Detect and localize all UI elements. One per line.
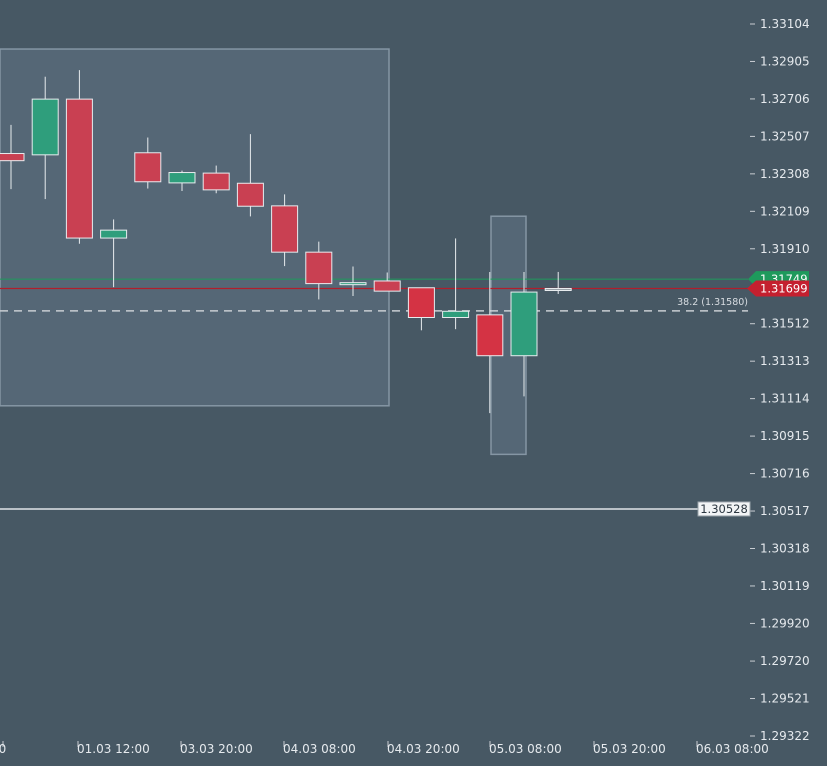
candle[interactable]: [168, 170, 196, 191]
y-tick-label: 1.32706: [760, 92, 810, 106]
y-tick-label: 1.32109: [760, 204, 810, 218]
y-tick-label: 1.30119: [760, 579, 810, 593]
x-tick-label: 03.03 20:00: [180, 742, 253, 756]
fib-level-label: 38.2 (1.31580): [677, 297, 748, 308]
x-tick-label: 04.03 08:00: [283, 742, 356, 756]
candle[interactable]: [100, 219, 128, 288]
y-tick-label: 1.30915: [760, 429, 810, 443]
x-tick-label: 05.03 20:00: [593, 742, 666, 756]
x-tick-label: 00: [0, 742, 6, 756]
y-tick-label: 1.30517: [760, 504, 810, 518]
y-tick-label: 1.29521: [760, 692, 810, 706]
candle[interactable]: [442, 238, 470, 330]
y-tick-label: 1.31313: [760, 354, 810, 368]
horizontal-line-tag: [697, 501, 751, 517]
candle[interactable]: [202, 165, 230, 194]
y-tick-label: 1.32308: [760, 167, 810, 181]
candle[interactable]: [31, 76, 59, 200]
candle-body: [271, 205, 299, 253]
y-tick-label: 1.33104: [760, 17, 810, 31]
candle[interactable]: [476, 271, 504, 414]
candle[interactable]: [0, 124, 25, 190]
candle-body: [305, 251, 333, 285]
y-tick-label: 1.32507: [760, 129, 810, 143]
y-tick-label: 1.31910: [760, 242, 810, 256]
y-tick-label: 1.32905: [760, 54, 810, 68]
zones-layer: [0, 48, 527, 456]
candle-body: [134, 152, 162, 183]
candle-body: [65, 98, 93, 239]
y-tick-label: 1.29920: [760, 616, 810, 630]
x-tick-label: 04.03 20:00: [387, 742, 460, 756]
bid-price-text: 1.31699: [760, 282, 808, 296]
x-axis: 00 01.03 12:00 03.03 20:00 04.03 08:00 04.03…: [0, 741, 769, 756]
candle[interactable]: [339, 266, 367, 297]
x-tick-label: 01.03 12:00: [77, 742, 150, 756]
x-tick-label: 05.03 08:00: [489, 742, 562, 756]
candle[interactable]: [407, 287, 435, 331]
candle[interactable]: [65, 70, 93, 244]
y-tick-label: 1.31114: [760, 392, 810, 406]
y-tick-label: 1.31512: [760, 317, 810, 331]
candle[interactable]: [236, 134, 264, 217]
candle-body: [202, 172, 230, 191]
bid-price-label: 1.31699: [747, 280, 809, 297]
candle-body: [442, 310, 470, 318]
candle-body: [339, 282, 367, 286]
candle[interactable]: [510, 271, 538, 397]
x-tick-label: 06.03 08:00: [696, 742, 769, 756]
candle[interactable]: [544, 271, 572, 294]
candle[interactable]: [271, 194, 299, 267]
candle[interactable]: [373, 272, 401, 292]
candle[interactable]: [305, 241, 333, 300]
candle-body: [407, 287, 435, 318]
candle[interactable]: [134, 137, 162, 189]
candle-body: [510, 291, 538, 357]
candle-body: [100, 229, 128, 239]
zone-box[interactable]: [0, 48, 390, 407]
y-tick-label: 1.29322: [760, 729, 810, 743]
y-tick-label: 1.29720: [760, 654, 810, 668]
candle-body: [0, 153, 25, 162]
y-axis: 1.33104 1.32905 1.32706 1.32507 1.32308 1.321…: [750, 17, 810, 743]
horizontal-line-label[interactable]: 1.30528: [697, 501, 751, 517]
y-tick-label: 1.30318: [760, 541, 810, 555]
candle-body: [31, 98, 59, 156]
candles-layer: [0, 70, 572, 414]
horizontal-line-text: 1.30528: [700, 502, 748, 516]
candle-body: [476, 314, 504, 357]
bid-price-tag: [747, 280, 809, 297]
candle-body: [168, 172, 196, 184]
candle-body: [236, 182, 264, 207]
y-tick-label: 1.30716: [760, 467, 810, 481]
candle-body: [544, 288, 572, 292]
candle-body: [373, 280, 401, 292]
